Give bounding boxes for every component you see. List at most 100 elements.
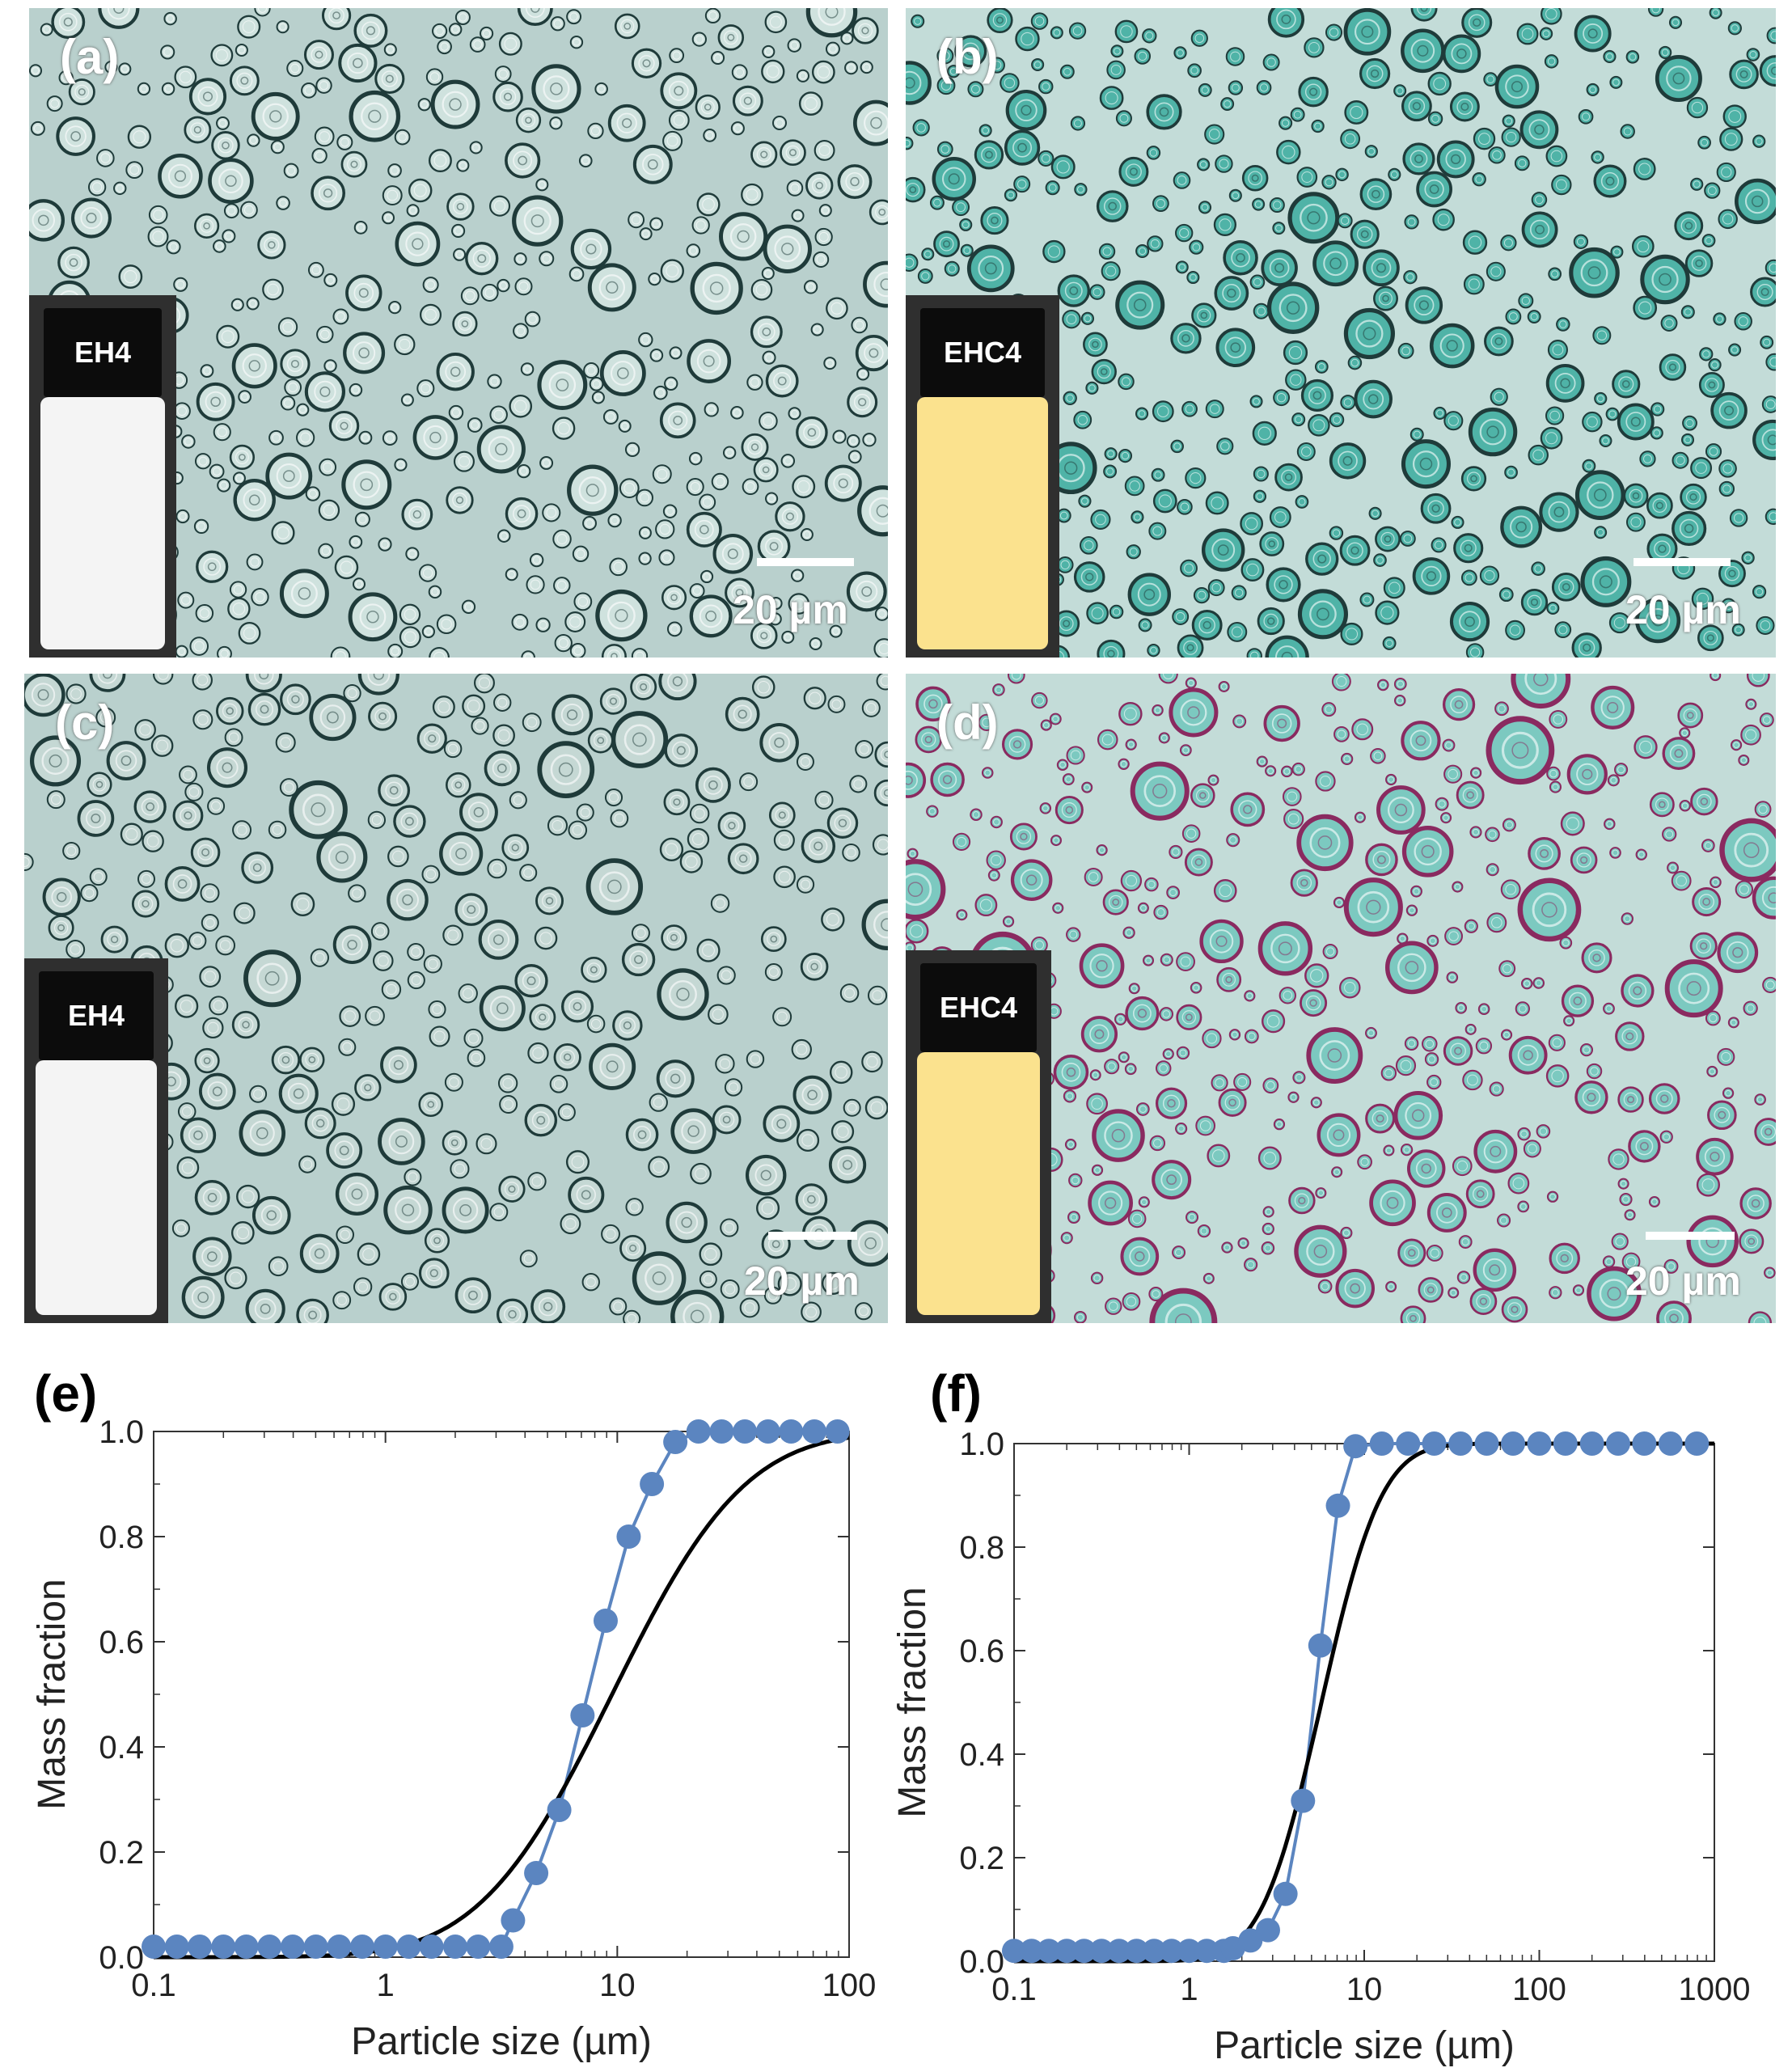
droplet: [1611, 1233, 1629, 1250]
droplet: [522, 713, 542, 733]
droplet: [1739, 1228, 1765, 1254]
droplet: [1571, 632, 1602, 658]
droplet: [421, 865, 441, 884]
chart-label-e: (e): [34, 1364, 98, 1423]
droplet: [309, 693, 357, 742]
droplet: [251, 588, 269, 607]
droplet: [1215, 154, 1233, 173]
droplet: [1134, 48, 1152, 65]
droplet: [1241, 165, 1269, 192]
droplet: [213, 239, 226, 253]
droplet: [280, 395, 296, 411]
droplet: [1765, 259, 1776, 277]
droplet: [587, 727, 614, 754]
droplet: [1262, 1077, 1279, 1094]
droplet: [1489, 1081, 1504, 1097]
droplet: [442, 1186, 489, 1234]
droplet: [926, 805, 939, 818]
droplet: [1195, 1115, 1216, 1136]
droplet: [564, 611, 586, 632]
droplet: [832, 429, 847, 444]
droplet: [137, 869, 156, 888]
droplet: [630, 674, 657, 700]
droplet: [750, 141, 778, 168]
droplet: [930, 762, 965, 797]
droplet: [1135, 407, 1149, 421]
droplet: [193, 518, 209, 535]
droplet: [1001, 729, 1033, 760]
droplet: [535, 886, 564, 915]
droplet: [1697, 624, 1724, 652]
droplet: [1125, 738, 1137, 751]
droplet: [638, 526, 652, 539]
droplet: [860, 60, 873, 74]
droplet: [1486, 716, 1555, 785]
droplet: [639, 227, 653, 241]
droplet: [1541, 8, 1562, 25]
droplet: [868, 985, 888, 1005]
droplet: [1321, 702, 1337, 717]
droplet: [190, 837, 221, 868]
droplet: [133, 790, 167, 823]
droplet: [716, 966, 736, 985]
droplet: [649, 349, 664, 362]
droplet: [933, 230, 960, 258]
droplet: [514, 252, 527, 266]
droplet: [1443, 411, 1464, 431]
droplet: [821, 1271, 845, 1296]
droplet: [565, 1150, 590, 1174]
droplet: [1507, 1172, 1530, 1195]
droplet: [1465, 1179, 1495, 1209]
droplet: [856, 367, 870, 381]
droplet: [1376, 785, 1426, 835]
droplet: [1393, 1090, 1443, 1140]
droplet: [270, 140, 285, 154]
data-point: [211, 1935, 236, 1959]
droplet: [1504, 465, 1518, 480]
droplet: [1621, 974, 1655, 1008]
droplet: [801, 828, 836, 864]
droplet: [524, 1103, 558, 1137]
droplet: [1544, 54, 1559, 69]
droplet: [829, 1060, 853, 1085]
droplet: [200, 883, 220, 903]
data-point: [327, 1935, 352, 1959]
droplet: [666, 621, 683, 637]
droplet: [583, 362, 600, 379]
droplet: [388, 301, 402, 315]
droplet: [1347, 355, 1363, 370]
droplet: [1446, 971, 1459, 983]
droplet: [378, 537, 392, 552]
droplet: [1579, 1043, 1594, 1057]
droplet: [1179, 744, 1192, 757]
droplet: [1608, 1148, 1629, 1170]
droplet: [1621, 912, 1634, 925]
droplet: [268, 429, 284, 446]
droplet: [1198, 82, 1212, 97]
droplet: [539, 455, 554, 470]
micrograph-panel-c: EH4 (c) 20 µm: [24, 674, 888, 1323]
droplet: [1393, 677, 1407, 691]
droplet: [229, 444, 256, 471]
droplet: [216, 324, 240, 349]
droplet: [595, 589, 648, 642]
droplet: [1528, 444, 1549, 466]
droplet: [699, 1242, 723, 1266]
droplet: [1580, 556, 1632, 607]
droplet: [689, 583, 705, 599]
scale-bar-c: [768, 1232, 857, 1240]
data-point: [349, 1935, 374, 1959]
droplet: [1343, 877, 1403, 937]
droplet: [610, 809, 629, 828]
droplet: [1274, 463, 1303, 492]
droplet: [853, 99, 888, 146]
droplet: [383, 43, 397, 57]
droplet: [765, 492, 779, 505]
droplet: [690, 261, 743, 315]
droplet: [1639, 450, 1656, 467]
droplet: [1756, 615, 1775, 635]
droplet: [906, 919, 929, 944]
droplet: [173, 277, 188, 292]
droplet: [1181, 824, 1201, 843]
droplet: [1505, 308, 1522, 325]
